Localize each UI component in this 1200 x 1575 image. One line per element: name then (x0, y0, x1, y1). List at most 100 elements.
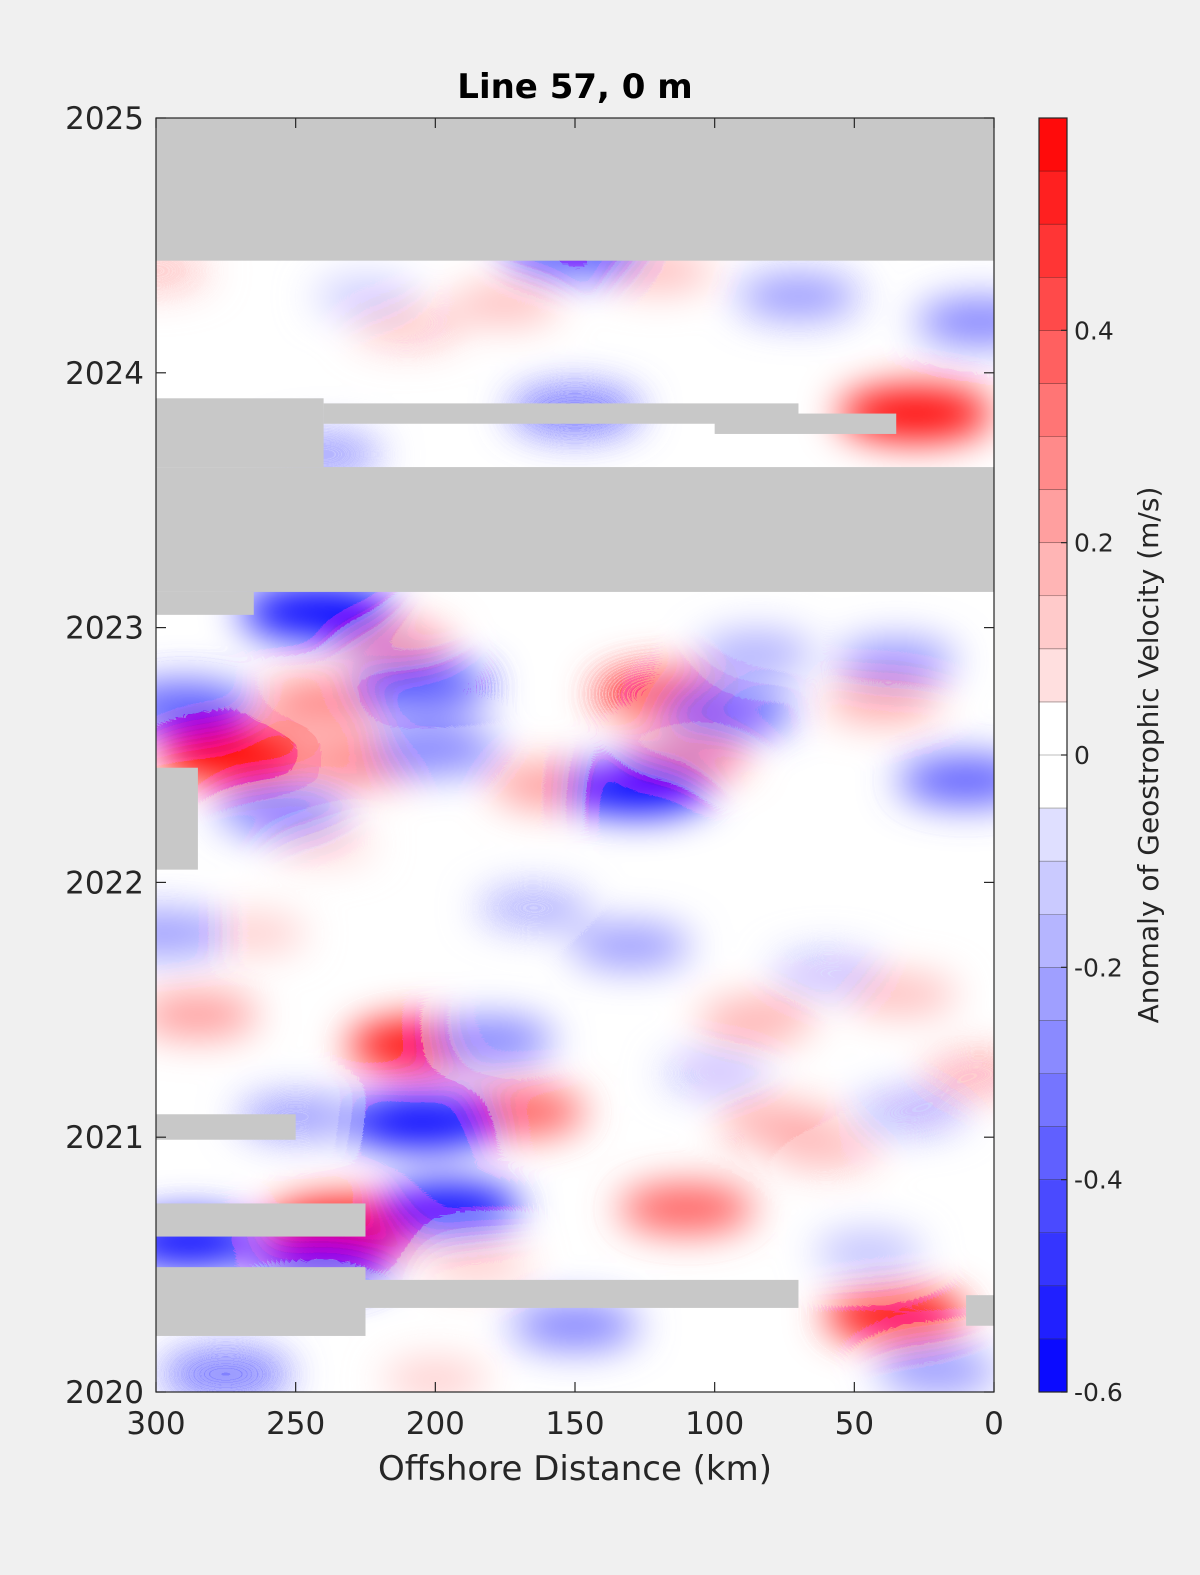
missing-data-region-0 (156, 118, 994, 261)
missing-data-region-1 (156, 467, 994, 592)
negative-anomaly-44 (428, 1017, 555, 1063)
missing-data-region-8 (156, 1203, 366, 1237)
y-tick-label-1: 2021 (65, 1120, 144, 1156)
colorbar-band-13 (1039, 648, 1067, 703)
positive-anomaly-15 (698, 999, 815, 1041)
colorbar-band-10 (1039, 808, 1067, 862)
colorbar-band-21 (1039, 224, 1067, 278)
chart-title: Line 57, 0 m (457, 67, 692, 107)
colorbar-band-3 (1039, 1179, 1067, 1234)
x-tick-label-5: 50 (835, 1406, 874, 1442)
colorbar-band-15 (1039, 542, 1067, 597)
negative-anomaly-41 (510, 1302, 640, 1349)
positive-anomaly-24 (772, 1130, 881, 1170)
x-axis: 300 250 200 150 100 50 0 (126, 118, 1004, 1442)
positive-anomaly-16 (824, 680, 940, 723)
missing-data-region-9 (156, 1267, 366, 1336)
positive-anomaly-19 (450, 284, 560, 324)
colorbar: 0.4 0.2 0 -0.2 -0.4 -0.6 (1038, 117, 1123, 1407)
negative-anomaly-50 (915, 298, 994, 345)
positive-anomaly-21 (156, 251, 210, 291)
negative-anomaly-34 (661, 687, 796, 736)
colorbar-band-9 (1039, 861, 1067, 915)
colorbar-band-1 (1039, 1285, 1067, 1340)
colorbar-band-11 (1039, 755, 1067, 809)
y-tick-label-2: 2022 (65, 865, 144, 901)
positive-anomaly-27 (201, 914, 307, 953)
missing-data-regions (156, 118, 994, 1401)
colorbar-band-22 (1039, 171, 1067, 225)
missing-data-region-4 (714, 413, 897, 434)
missing-data-region-2 (156, 398, 324, 468)
negative-anomaly-56 (772, 952, 881, 992)
x-tick-label-3: 150 (545, 1406, 604, 1442)
missing-data-region-7 (156, 1114, 296, 1140)
positive-anomaly-23 (424, 1245, 531, 1284)
missing-data-region-10 (365, 1279, 799, 1308)
missing-data-region-5 (156, 591, 254, 615)
colorbar-band-6 (1039, 1020, 1067, 1074)
positive-anomaly-20 (353, 307, 462, 347)
colorbar-band-12 (1039, 701, 1067, 756)
negative-anomaly-55 (853, 1091, 967, 1133)
positive-anomaly-11 (156, 993, 259, 1037)
missing-data-region-6 (156, 767, 198, 870)
negative-anomaly-52 (698, 632, 815, 674)
colorbar-band-5 (1039, 1073, 1067, 1128)
positive-anomaly-25 (923, 1053, 994, 1094)
negative-anomaly-57 (312, 277, 419, 316)
negative-anomaly-37 (344, 1094, 499, 1150)
x-tick-label-2: 200 (406, 1406, 465, 1442)
colorbar-band-19 (1039, 330, 1067, 384)
negative-anomaly-33 (371, 726, 500, 773)
y-axis: 2020 2021 2022 2023 2024 2025 (65, 101, 994, 1411)
y-tick-label-4: 2024 (65, 356, 144, 392)
positive-anomaly-17 (846, 974, 957, 1015)
colorbar-band-4 (1039, 1126, 1067, 1181)
colorbar-tick-label-0: 0.4 (1074, 316, 1114, 345)
negative-anomaly-59 (813, 1232, 923, 1272)
colorbar-band-7 (1039, 967, 1067, 1021)
colorbar-tick-label-4: -0.4 (1074, 1166, 1123, 1195)
negative-anomaly-38 (377, 1183, 522, 1235)
positive-anomaly-26 (272, 825, 375, 863)
colorbar-tick-label-3: -0.2 (1074, 953, 1123, 982)
negative-anomaly-49 (736, 274, 861, 319)
negative-anomaly-32 (561, 761, 712, 815)
missing-data-region-12 (156, 1392, 994, 1401)
negative-anomaly-58 (660, 1053, 769, 1094)
colorbar-band-2 (1039, 1232, 1067, 1287)
colorbar-band-14 (1039, 595, 1067, 650)
negative-anomaly-45 (570, 924, 692, 968)
y-tick-label-5: 2025 (65, 101, 144, 137)
colorbar-band-8 (1039, 914, 1067, 968)
missing-data-region-3 (323, 403, 799, 424)
x-tick-label-6: 0 (984, 1406, 1004, 1442)
missing-data-region-11 (966, 1295, 994, 1326)
negative-anomaly-36 (217, 788, 346, 834)
colorbar-band-23 (1039, 118, 1067, 172)
x-tick-label-0: 300 (126, 1406, 185, 1442)
colorbar-band-17 (1039, 436, 1067, 491)
y-tick-label-3: 2023 (65, 611, 144, 647)
negative-anomaly-29 (240, 585, 396, 640)
x-tick-label-1: 250 (266, 1406, 325, 1442)
colorbar-band-16 (1039, 489, 1067, 544)
colorbar-tick-label-5: -0.6 (1074, 1378, 1123, 1407)
positive-anomaly-5 (824, 1290, 969, 1342)
colorbar-tick-label-1: 0.2 (1074, 529, 1114, 558)
negative-anomaly-51 (835, 639, 957, 683)
positive-anomaly-22 (382, 1360, 488, 1392)
negative-anomaly-30 (350, 661, 493, 712)
colorbar-band-20 (1039, 277, 1067, 331)
negative-anomaly-35 (897, 756, 994, 805)
negative-anomaly-42 (160, 1350, 292, 1392)
x-tick-label-4: 100 (685, 1406, 744, 1442)
positive-anomaly-6 (618, 1184, 755, 1233)
plot-area (156, 118, 994, 1401)
x-axis-label: Offshore Distance (km) (378, 1449, 772, 1489)
negative-anomaly-31 (156, 681, 254, 732)
negative-anomaly-43 (877, 1349, 994, 1392)
negative-anomaly-54 (156, 911, 227, 956)
